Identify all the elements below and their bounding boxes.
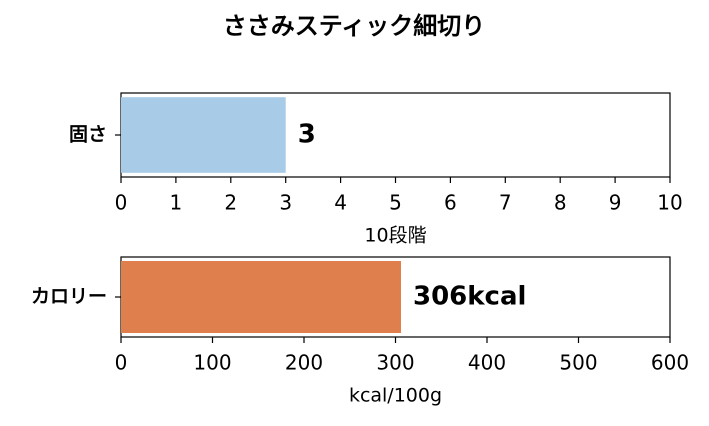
value-label: 306kcal bbox=[413, 282, 526, 312]
bar bbox=[121, 97, 286, 173]
y-tick-label: 固さ bbox=[69, 124, 107, 146]
x-tick-label: 400 bbox=[468, 351, 506, 375]
x-tick-label: 3 bbox=[279, 191, 292, 215]
x-tick-label: 300 bbox=[376, 351, 414, 375]
x-tick-label: 600 bbox=[651, 351, 689, 375]
x-tick-label: 100 bbox=[193, 351, 231, 375]
chart-title: ささみスティック細切り bbox=[223, 12, 486, 40]
x-tick-label: 5 bbox=[389, 191, 402, 215]
x-tick-label: 0 bbox=[115, 191, 128, 215]
x-tick-label: 10 bbox=[657, 191, 682, 215]
value-label: 3 bbox=[298, 120, 316, 150]
y-tick-label: カロリー bbox=[31, 286, 107, 308]
x-tick-label: 8 bbox=[554, 191, 567, 215]
bar bbox=[121, 261, 401, 333]
x-axis-label: kcal/100g bbox=[349, 385, 442, 407]
x-tick-label: 7 bbox=[499, 191, 512, 215]
x-tick-label: 200 bbox=[285, 351, 323, 375]
x-tick-label: 0 bbox=[115, 351, 128, 375]
x-tick-label: 4 bbox=[334, 191, 347, 215]
x-axis-label: 10段階 bbox=[364, 225, 426, 247]
x-tick-label: 1 bbox=[170, 191, 183, 215]
x-tick-label: 500 bbox=[559, 351, 597, 375]
x-tick-label: 6 bbox=[444, 191, 457, 215]
x-tick-label: 9 bbox=[609, 191, 622, 215]
x-tick-label: 2 bbox=[224, 191, 237, 215]
